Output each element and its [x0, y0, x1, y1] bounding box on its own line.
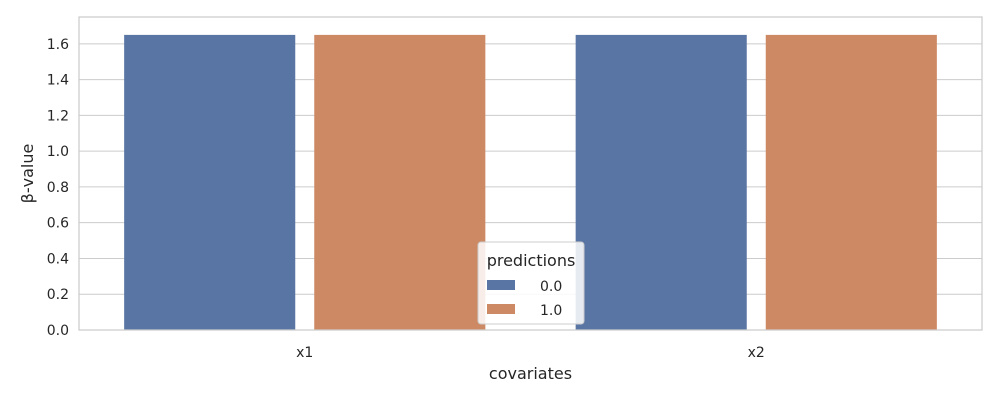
x-axis-label: covariates	[489, 364, 572, 383]
legend: predictions 0.0 1.0	[477, 241, 585, 325]
bars	[124, 34, 937, 331]
legend-swatch-0	[487, 280, 515, 290]
bar-x1-series-0	[124, 34, 296, 331]
legend-label-1: 1.0	[540, 303, 562, 319]
legend-box	[477, 241, 585, 325]
legend-title: predictions	[487, 251, 576, 270]
y-tick-label: 1.2	[47, 108, 69, 124]
y-axis-label: β-value	[18, 144, 37, 204]
y-tick-label: 1.0	[47, 144, 69, 160]
y-tick-label: 0.6	[47, 216, 69, 232]
y-tick-label: 0.8	[47, 180, 69, 196]
bar-x2-series-1	[765, 34, 937, 331]
y-tick-label: 0.0	[47, 323, 69, 339]
y-tick-label: 0.2	[47, 287, 69, 303]
y-tick-label: 1.6	[47, 37, 69, 53]
legend-swatch-1	[487, 304, 515, 314]
legend-label-0: 0.0	[540, 279, 562, 295]
y-tick-label: 1.4	[47, 73, 69, 89]
bar-x2-series-0	[575, 34, 747, 331]
x-tick-label: x1	[296, 345, 313, 361]
x-tick-label: x2	[748, 345, 765, 361]
x-tick-labels: x1 x2	[296, 345, 765, 361]
y-tick-label: 0.4	[47, 251, 69, 267]
plot-frame	[78, 16, 983, 331]
bar-x1-series-1	[314, 34, 486, 331]
legend-entries: 0.0 1.0	[487, 279, 562, 319]
y-tick-labels: 0.0 0.2 0.4 0.6 0.8 1.0 1.2 1.4 1.6	[47, 37, 69, 339]
